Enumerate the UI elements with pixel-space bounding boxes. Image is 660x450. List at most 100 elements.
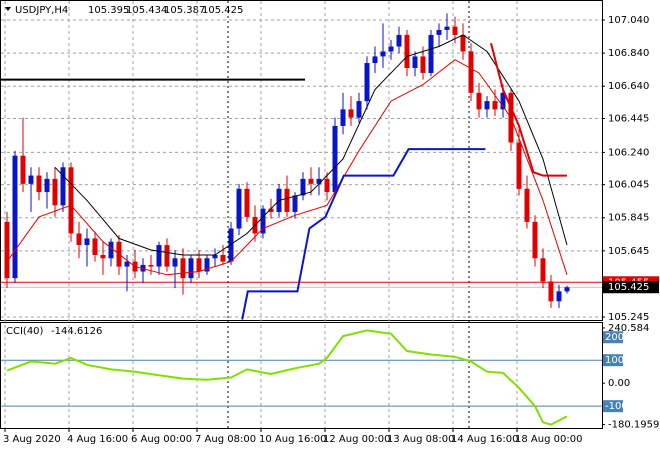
cci-frame xyxy=(0,322,603,429)
y-tick-label: 200 xyxy=(605,332,624,343)
candle-body xyxy=(532,221,538,259)
last-close: 105.425 xyxy=(202,5,243,16)
indicator-line xyxy=(241,148,486,320)
candle-body xyxy=(188,258,194,279)
y-tick-label: 107.040 xyxy=(608,15,649,26)
candle-body xyxy=(548,281,554,302)
candle-body xyxy=(212,254,218,259)
candle-body xyxy=(516,142,522,189)
candle-body xyxy=(316,178,322,184)
candle-body xyxy=(332,125,338,193)
candle-body xyxy=(524,188,530,222)
price-label: 105.425 xyxy=(608,282,649,293)
candle-body xyxy=(540,258,546,282)
candle-body xyxy=(60,167,66,206)
indicator-line xyxy=(490,42,567,177)
candle-body xyxy=(28,175,34,184)
candle-body xyxy=(484,101,490,110)
candle-body xyxy=(124,261,130,267)
candle-body xyxy=(412,56,418,69)
collapse-icon xyxy=(5,7,11,11)
candle-body xyxy=(156,245,162,267)
candle-body xyxy=(12,155,18,279)
candle-body xyxy=(292,195,298,212)
candle-body xyxy=(428,34,434,73)
y-tick-label: 106.840 xyxy=(608,48,649,59)
candle-body xyxy=(148,264,154,267)
candle-body xyxy=(92,238,98,255)
level-tag xyxy=(603,331,623,344)
cci-title: CCI(40) xyxy=(6,326,44,337)
candle-body xyxy=(372,56,378,64)
candle-body xyxy=(476,92,482,110)
candle-body xyxy=(68,167,74,234)
candle-body xyxy=(228,228,234,262)
y-tick-label: 105.245 xyxy=(608,312,649,323)
y-tick-label: 106.445 xyxy=(608,113,649,124)
y-tick-label: 106.045 xyxy=(608,180,649,191)
x-tick-label: 10 Aug 16:00 xyxy=(259,434,326,445)
price-tag xyxy=(603,281,659,294)
y-tick-label: 0.00 xyxy=(608,378,630,389)
x-tick-label: 12 Aug 00:00 xyxy=(323,434,390,445)
y-tick-label: 240.584 xyxy=(608,323,649,334)
candle-body xyxy=(244,188,250,217)
candle-body xyxy=(100,254,106,259)
candle-body xyxy=(300,178,306,196)
candle-body xyxy=(468,51,474,93)
candle-body xyxy=(260,208,266,234)
candle-body xyxy=(308,178,314,184)
candle-body xyxy=(236,188,242,229)
y-tick-label: 100 xyxy=(605,355,624,366)
candle-body xyxy=(52,178,58,206)
candle-body xyxy=(388,46,394,52)
level-tag xyxy=(603,354,623,367)
candle-body xyxy=(36,175,42,193)
cci-last: -144.6126 xyxy=(51,326,102,337)
x-tick-label: 6 Aug 00:00 xyxy=(131,434,192,445)
candle-body xyxy=(564,287,570,292)
main-frame xyxy=(0,0,603,321)
candle-body xyxy=(180,258,186,279)
candle-body xyxy=(380,51,386,57)
x-tick-label: 18 Aug 00:00 xyxy=(515,434,582,445)
candle-body xyxy=(324,178,330,193)
y-tick-label: 105.645 xyxy=(608,246,649,257)
candle-body xyxy=(356,101,362,118)
level-tag xyxy=(603,400,623,413)
x-tick-label: 13 Aug 08:00 xyxy=(387,434,454,445)
candle-body xyxy=(172,258,178,267)
candle-body xyxy=(76,233,82,246)
candle-body xyxy=(84,238,90,246)
candle-body xyxy=(220,254,226,262)
candle-body xyxy=(196,258,202,272)
candle-body xyxy=(492,101,498,110)
y-tick-label: -180.1959 xyxy=(608,420,659,431)
last-low: 105.387 xyxy=(164,5,205,16)
candle-body xyxy=(396,34,402,47)
candle-body xyxy=(340,109,346,126)
y-tick-label: 106.640 xyxy=(608,81,649,92)
y-tick-label: -100 xyxy=(605,401,628,412)
candle-body xyxy=(404,34,410,69)
candle-body xyxy=(284,188,290,212)
candle-body xyxy=(452,26,458,35)
indicator-line xyxy=(6,59,568,276)
candle-body xyxy=(460,34,466,52)
candle-body xyxy=(44,178,50,193)
candle-body xyxy=(20,155,26,184)
candle-body xyxy=(420,56,426,73)
x-tick-label: 3 Aug 2020 xyxy=(3,434,61,445)
candle-body xyxy=(204,258,210,272)
indicator-line xyxy=(54,34,568,256)
candle-body xyxy=(108,241,114,259)
last-high: 105.434 xyxy=(126,5,167,16)
candle-body xyxy=(164,245,170,267)
candle-body xyxy=(4,221,10,279)
y-tick-label: 106.240 xyxy=(608,147,649,158)
candle-body xyxy=(364,63,370,102)
candle-body xyxy=(556,291,562,302)
candle-body xyxy=(444,26,450,30)
last-open: 105.395 xyxy=(88,5,129,16)
